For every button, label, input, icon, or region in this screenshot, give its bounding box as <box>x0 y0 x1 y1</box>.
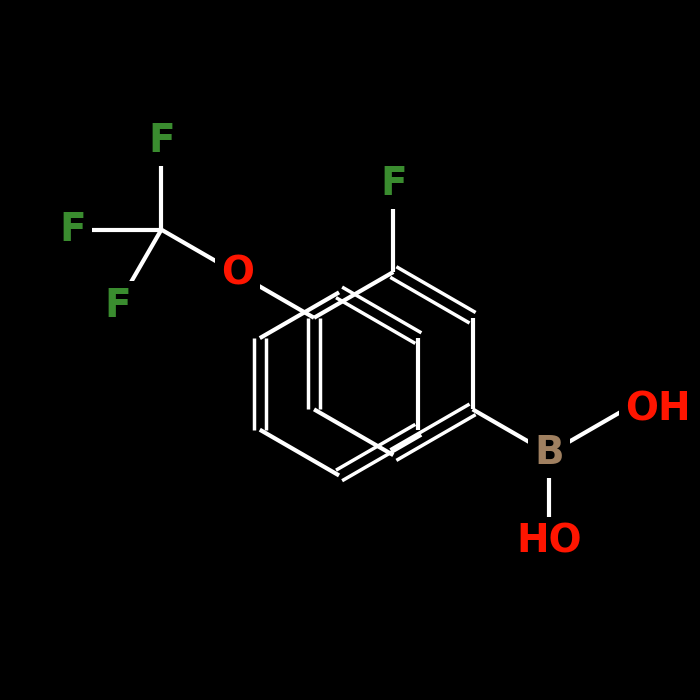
Text: F: F <box>60 211 87 248</box>
Text: O: O <box>221 255 254 293</box>
Text: B: B <box>534 435 564 472</box>
Text: F: F <box>380 165 407 203</box>
Text: OH: OH <box>625 391 691 428</box>
Text: HO: HO <box>516 523 582 561</box>
Text: F: F <box>148 122 175 160</box>
Text: F: F <box>104 287 131 325</box>
